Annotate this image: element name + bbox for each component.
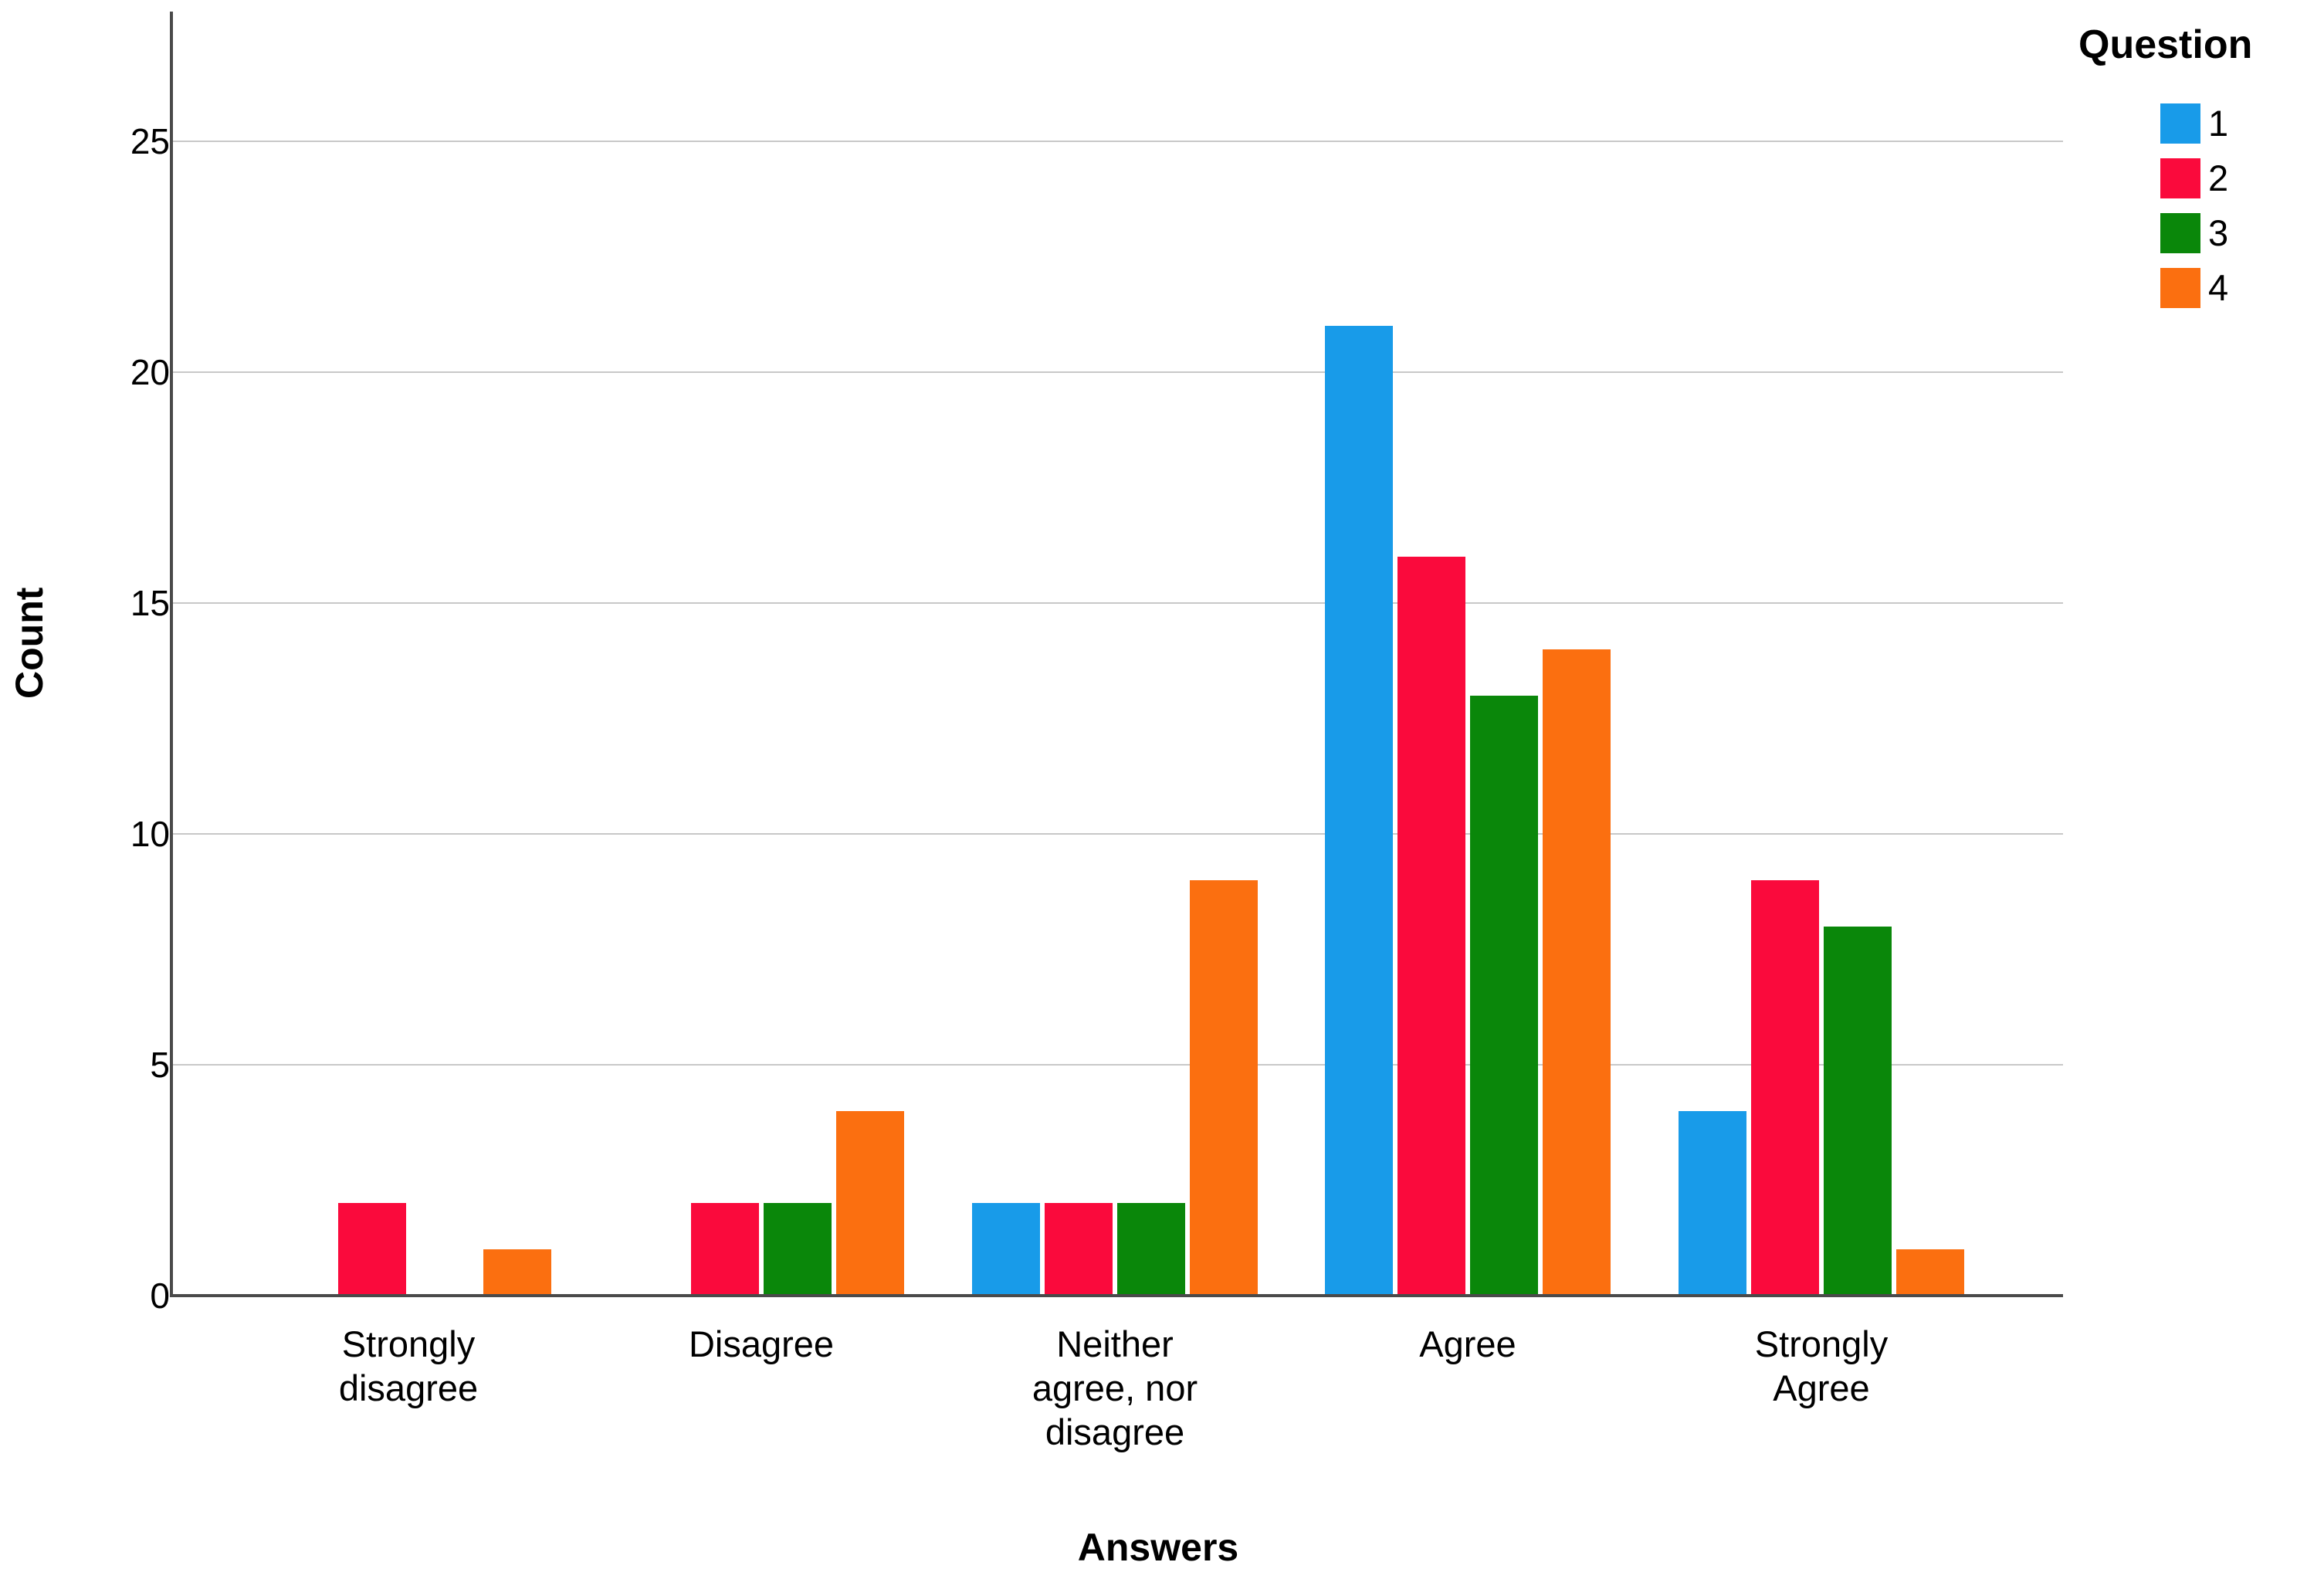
legend-title: Question <box>2078 22 2253 67</box>
x-axis-title: Answers <box>1077 1526 1239 1569</box>
legend-label-3: 3 <box>2208 212 2229 253</box>
bar-strongly-agree-q3 <box>1824 926 1892 1296</box>
x-label-disagree: Disagree <box>688 1323 835 1364</box>
legend-label-4: 4 <box>2208 267 2229 308</box>
gridline-25 <box>173 141 2063 142</box>
gridline-10 <box>173 833 2063 835</box>
y-tick-label-25: 25 <box>130 121 170 161</box>
bar-agree-q1 <box>1325 326 1393 1296</box>
legend-swatch-2 <box>2160 158 2200 198</box>
legend-item-1: 1 <box>2160 103 2318 144</box>
legend-label-2: 2 <box>2208 158 2229 198</box>
gridline-20 <box>173 371 2063 373</box>
legend: Question 1 2 3 4 <box>2078 22 2318 323</box>
y-tick-label-10: 10 <box>130 814 170 854</box>
legend-swatch-4 <box>2160 268 2200 308</box>
legend-label-1: 1 <box>2208 103 2229 144</box>
gridline-5 <box>173 1064 2063 1066</box>
plot-area <box>170 12 2063 1297</box>
bar-neither-agree-nor-disagree-q3 <box>1117 1203 1185 1296</box>
x-label-strongly-agree: Strongly Agree <box>1754 1323 1889 1408</box>
y-axis-title: Count <box>8 587 51 699</box>
bar-disagree-q4 <box>836 1110 904 1296</box>
x-axis-line <box>170 1294 2063 1297</box>
legend-item-3: 3 <box>2160 213 2318 253</box>
legend-items: 1 2 3 4 <box>2160 103 2318 308</box>
bar-agree-q3 <box>1470 695 1538 1296</box>
bar-strongly-agree-q4 <box>1896 1249 1964 1296</box>
bar-disagree-q2 <box>691 1203 759 1296</box>
y-tick-label-20: 20 <box>130 352 170 392</box>
legend-item-4: 4 <box>2160 268 2318 308</box>
legend-item-2: 2 <box>2160 158 2318 198</box>
y-tick-label-5: 5 <box>150 1045 170 1085</box>
y-axis-line <box>170 12 173 1296</box>
y-tick-label-15: 15 <box>130 583 170 623</box>
y-tick-label-0: 0 <box>150 1276 170 1316</box>
bar-strongly-disagree-q4 <box>483 1249 551 1296</box>
bar-neither-agree-nor-disagree-q1 <box>972 1203 1040 1296</box>
x-label-agree: Agree <box>1419 1323 1516 1364</box>
bar-strongly-agree-q1 <box>1679 1110 1746 1296</box>
legend-swatch-3 <box>2160 213 2200 253</box>
bar-disagree-q3 <box>764 1203 832 1296</box>
x-label-neither-agree-nor-disagree: Neither agree, nor disagree <box>1032 1323 1198 1452</box>
bar-neither-agree-nor-disagree-q4 <box>1190 879 1258 1296</box>
bar-strongly-agree-q2 <box>1751 879 1819 1296</box>
legend-swatch-1 <box>2160 103 2200 144</box>
bar-agree-q2 <box>1397 557 1465 1296</box>
bar-strongly-disagree-q2 <box>338 1203 406 1296</box>
gridline-15 <box>173 602 2063 604</box>
bar-neither-agree-nor-disagree-q2 <box>1045 1203 1113 1296</box>
x-label-strongly-disagree: Strongly disagree <box>338 1323 479 1408</box>
bar-agree-q4 <box>1543 649 1611 1296</box>
